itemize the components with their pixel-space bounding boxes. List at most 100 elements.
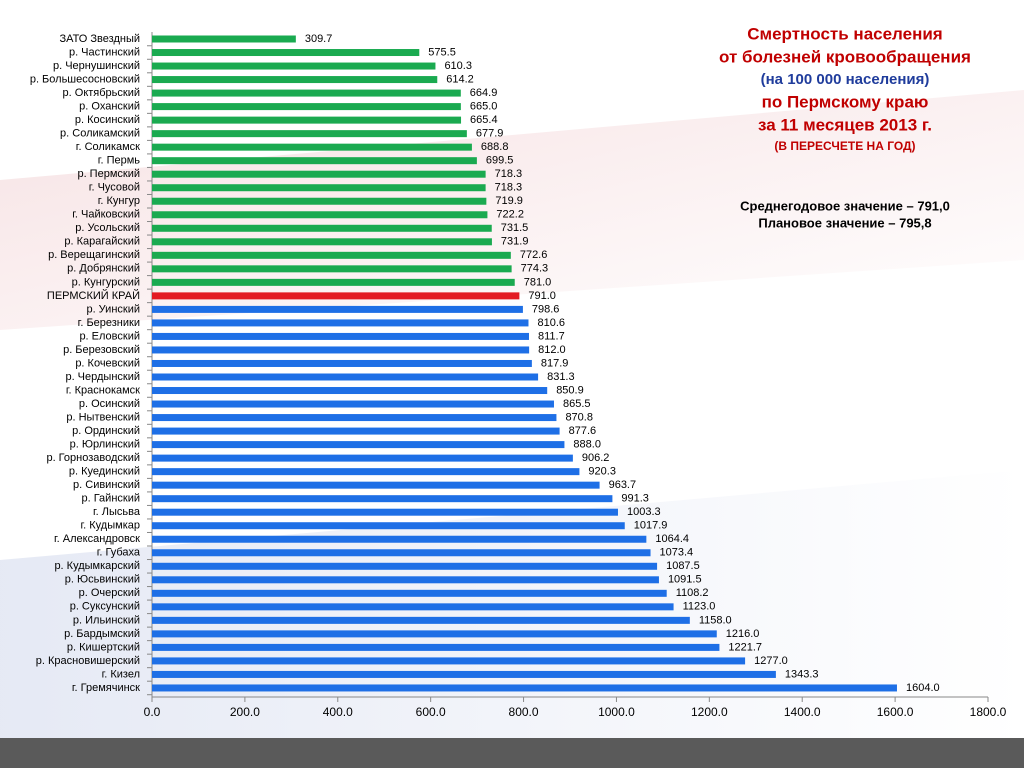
value-label: 309.7 [305, 33, 333, 45]
y-tick-label: г. Кизел [102, 668, 140, 680]
y-tick-label: р. Еловский [79, 330, 140, 342]
value-label: 731.9 [501, 236, 529, 248]
value-label: 664.9 [470, 87, 498, 99]
y-tick-label: р. Уинский [86, 303, 140, 315]
value-label: 865.5 [563, 398, 591, 410]
bar [152, 49, 420, 57]
value-label: 1091.5 [668, 574, 702, 586]
bar [152, 454, 573, 462]
bar [152, 630, 717, 638]
value-label: 722.2 [496, 209, 524, 221]
value-label: 1158.0 [699, 614, 732, 626]
value-label: 1003.3 [627, 506, 661, 518]
bar [152, 387, 548, 395]
y-tick-label: р. Косинский [75, 114, 140, 126]
y-tick-label: р. Очерский [79, 587, 140, 599]
bar [152, 670, 776, 678]
y-tick-label: р. Осинский [79, 398, 140, 410]
x-tick-label: 200.0 [230, 705, 260, 719]
bar [152, 427, 560, 435]
y-tick-label: р. Гайнский [81, 493, 140, 505]
y-tick-label: ПЕРМСКИЙ КРАЙ [47, 289, 140, 302]
value-label: 991.3 [621, 493, 649, 505]
bar [152, 89, 461, 97]
y-tick-label: р. Частинский [69, 46, 140, 58]
chart-title: (на 100 000 населения) [761, 71, 930, 88]
bar [152, 643, 720, 651]
y-tick-label: г. Пермь [98, 155, 140, 167]
bar [152, 562, 658, 570]
value-label: 718.3 [495, 168, 523, 180]
value-label: 774.3 [521, 263, 549, 275]
value-label: 812.0 [538, 344, 566, 356]
y-tick-label: р. Соликамский [60, 128, 140, 140]
value-label: 731.5 [501, 222, 529, 234]
x-tick-label: 1400.0 [784, 705, 821, 719]
y-tick-label: р. Добрянский [67, 263, 140, 275]
chart-title: по Пермскому краю [762, 92, 929, 111]
value-label: 665.0 [470, 101, 498, 113]
chart-title: Смертность населения [747, 24, 942, 43]
bar [152, 319, 529, 327]
value-label: 1108.2 [676, 587, 709, 599]
y-tick-label: р. Карагайский [64, 236, 140, 248]
bar [152, 481, 600, 489]
value-label: 811.7 [538, 330, 565, 342]
value-label: 831.3 [547, 371, 575, 383]
bar [152, 76, 438, 84]
bar [152, 170, 486, 178]
annotation: Среднегодовое значение – 791,0 [740, 198, 950, 213]
x-tick-label: 1000.0 [598, 705, 635, 719]
y-tick-label: р. Чердынский [65, 371, 140, 383]
value-label: 906.2 [582, 452, 610, 464]
value-label: 1604.0 [906, 682, 940, 694]
value-label: 665.4 [470, 114, 498, 126]
value-label: 877.6 [569, 425, 597, 437]
value-label: 677.9 [476, 128, 504, 140]
y-tick-label: р. Красновишерский [36, 655, 140, 667]
bar [152, 305, 523, 313]
value-label: 719.9 [495, 195, 523, 207]
bar [152, 522, 625, 530]
y-tick-label: р. Горнозаводский [46, 452, 140, 464]
y-tick-label: г. Александровск [54, 533, 140, 545]
y-tick-label: р. Оханский [79, 101, 140, 113]
bar [152, 103, 461, 111]
value-label: 798.6 [532, 303, 560, 315]
value-label: 1073.4 [660, 547, 694, 559]
bar [152, 346, 530, 354]
bar [152, 373, 539, 381]
value-label: 1277.0 [754, 655, 788, 667]
y-tick-label: г. Кудымкар [80, 520, 140, 532]
chart-title: за 11 месяцев 2013 г. [758, 115, 932, 134]
footer-band [0, 738, 1024, 768]
y-tick-label: р. Верещагинский [48, 249, 140, 261]
value-label: 610.3 [444, 60, 472, 72]
y-tick-label: р. Большесосновский [30, 73, 140, 85]
value-label: 888.0 [573, 439, 601, 451]
bar [152, 684, 897, 692]
y-tick-label: р. Ординский [72, 425, 140, 437]
value-label: 781.0 [524, 276, 552, 288]
y-tick-label: р. Усольский [75, 222, 140, 234]
x-tick-label: 600.0 [416, 705, 446, 719]
bar [152, 441, 565, 449]
bar [152, 332, 529, 340]
bar [152, 400, 554, 408]
y-tick-label: г. Березники [78, 317, 140, 329]
y-tick-label: г. Губаха [97, 547, 141, 559]
y-tick-label: р. Кудымкарский [54, 560, 140, 572]
value-label: 614.2 [446, 73, 474, 85]
y-tick-label: р. Кочевский [75, 357, 140, 369]
y-tick-label: г. Краснокамск [66, 384, 140, 396]
x-tick-label: 800.0 [509, 705, 539, 719]
value-label: 963.7 [609, 479, 637, 491]
bar [152, 508, 618, 516]
y-tick-label: р. Кунгурский [72, 276, 140, 288]
bar [152, 292, 520, 300]
value-label: 850.9 [556, 384, 584, 396]
value-label: 1343.3 [785, 668, 819, 680]
bar [152, 535, 647, 543]
y-tick-label: ЗАТО Звездный [59, 33, 140, 45]
y-tick-label: р. Кишертский [67, 641, 140, 653]
